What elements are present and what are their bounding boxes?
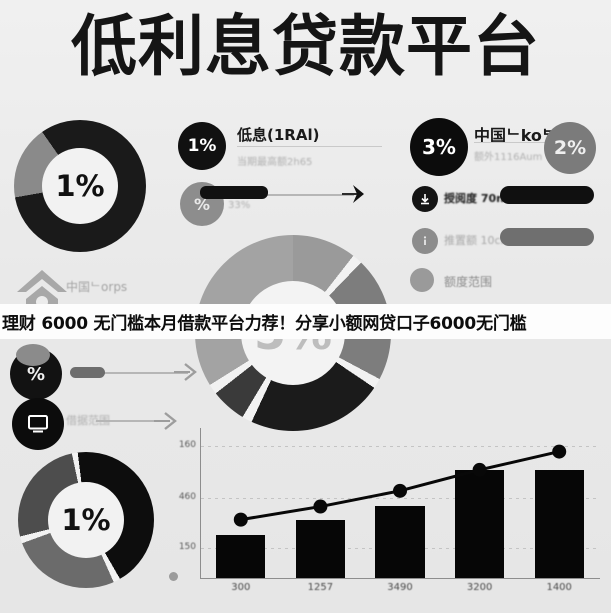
chart-legend-dot bbox=[169, 572, 178, 581]
badge-one-percent-label: 1% bbox=[187, 136, 217, 156]
arrow-right-icon-2 bbox=[174, 363, 197, 381]
donut-hole-top-left: 1% bbox=[42, 148, 118, 224]
chart-trend-line bbox=[233, 444, 567, 527]
chart-x-label: 3200 bbox=[466, 582, 493, 593]
badge-two-percent: 2% bbox=[544, 122, 596, 174]
chart-y-tick: 160 bbox=[178, 440, 196, 450]
chart-gridline bbox=[201, 498, 599, 499]
chart-line-point bbox=[233, 512, 248, 527]
badge-two-percent-label: 2% bbox=[553, 137, 587, 159]
row-bar-2 bbox=[500, 228, 594, 246]
chart-line-point bbox=[313, 499, 328, 514]
chart-gridline bbox=[201, 446, 599, 447]
badge-percent-symbol-2: % bbox=[10, 344, 62, 400]
row-bar-1 bbox=[500, 186, 594, 204]
row-label-2: 推置额 10cm bbox=[444, 234, 512, 247]
arrow-right-icon-1 bbox=[342, 185, 364, 203]
screen-range-label: 借据范围 bbox=[66, 414, 110, 427]
low-interest-heading: 低息(1RAl) bbox=[237, 126, 320, 144]
chart-bar bbox=[375, 506, 425, 578]
chart-x-label: 1400 bbox=[546, 582, 572, 593]
overlay-banner: 理财 6000 无门槛本月借款平台力荐！分享小额网贷口子6000无门槛 bbox=[0, 304, 611, 339]
corps-label: 中国ᄂorps bbox=[66, 280, 128, 294]
chart-y-axis bbox=[200, 428, 201, 578]
badge-three-percent: 3% bbox=[410, 118, 468, 176]
divider-china bbox=[474, 142, 556, 143]
donut-chart-top-left: 1% bbox=[14, 120, 146, 252]
progress-fill-2 bbox=[70, 367, 105, 378]
badge-percent-symbol-label: % bbox=[193, 194, 211, 214]
chart-line-point bbox=[393, 483, 407, 498]
low-interest-subtext: 当期最高额2h65 bbox=[237, 157, 313, 168]
chart-line-point bbox=[552, 444, 567, 459]
row-label-3: 额度范围 bbox=[444, 275, 493, 289]
progress-track-3 bbox=[96, 420, 168, 422]
chart-x-label: 1257 bbox=[307, 582, 334, 593]
chart-bar bbox=[216, 534, 266, 578]
divider-low-interest bbox=[237, 146, 382, 147]
chart-x-label: 300 bbox=[231, 582, 251, 593]
chart-bar bbox=[534, 470, 584, 578]
info-icon bbox=[412, 228, 438, 254]
bar-line-chart: 160 460 150 300 1257 3490 3200 1400 bbox=[169, 428, 604, 606]
badge-one-percent: 1% bbox=[178, 122, 226, 170]
progress-fill-1 bbox=[200, 186, 268, 199]
donut-value-bottom-left: 1% bbox=[61, 503, 111, 537]
progress-track-2 bbox=[96, 372, 188, 374]
download-icon bbox=[412, 186, 438, 212]
donut-chart-bottom-left: 1% bbox=[18, 452, 154, 588]
progress-label-33: 33% bbox=[228, 200, 251, 211]
overlay-banner-text: 理财 6000 无门槛本月借款平台力荐！分享小额网贷口子6000无门槛 bbox=[2, 314, 527, 334]
china-heading: 中国ᄂkoᄇ) bbox=[474, 126, 564, 145]
page-title: 低利息贷款平台 bbox=[71, 8, 540, 85]
dot-icon bbox=[410, 268, 434, 292]
arrow-right-icon-3 bbox=[154, 412, 177, 430]
badge-percent-symbol-2-label: % bbox=[26, 363, 46, 385]
row-label-1: 授阅度 70nm bbox=[444, 192, 516, 205]
chart-y-tick: 460 bbox=[178, 492, 196, 502]
monitor-icon bbox=[28, 415, 48, 433]
chart-bar bbox=[295, 520, 346, 578]
donut-value-top-left: 1% bbox=[55, 169, 105, 203]
chart-x-label: 3490 bbox=[387, 582, 413, 593]
chart-bar bbox=[454, 470, 505, 578]
china-subtext: 额外1116Aum bbox=[474, 152, 543, 163]
donut-hole-bottom-left: 1% bbox=[48, 482, 124, 558]
chart-x-axis bbox=[200, 578, 600, 579]
badge-three-percent-label: 3% bbox=[422, 135, 456, 159]
chart-line-point bbox=[472, 462, 487, 477]
chart-y-tick: 150 bbox=[178, 542, 196, 552]
monitor-icon-badge bbox=[12, 398, 64, 450]
progress-track-1 bbox=[262, 194, 354, 196]
